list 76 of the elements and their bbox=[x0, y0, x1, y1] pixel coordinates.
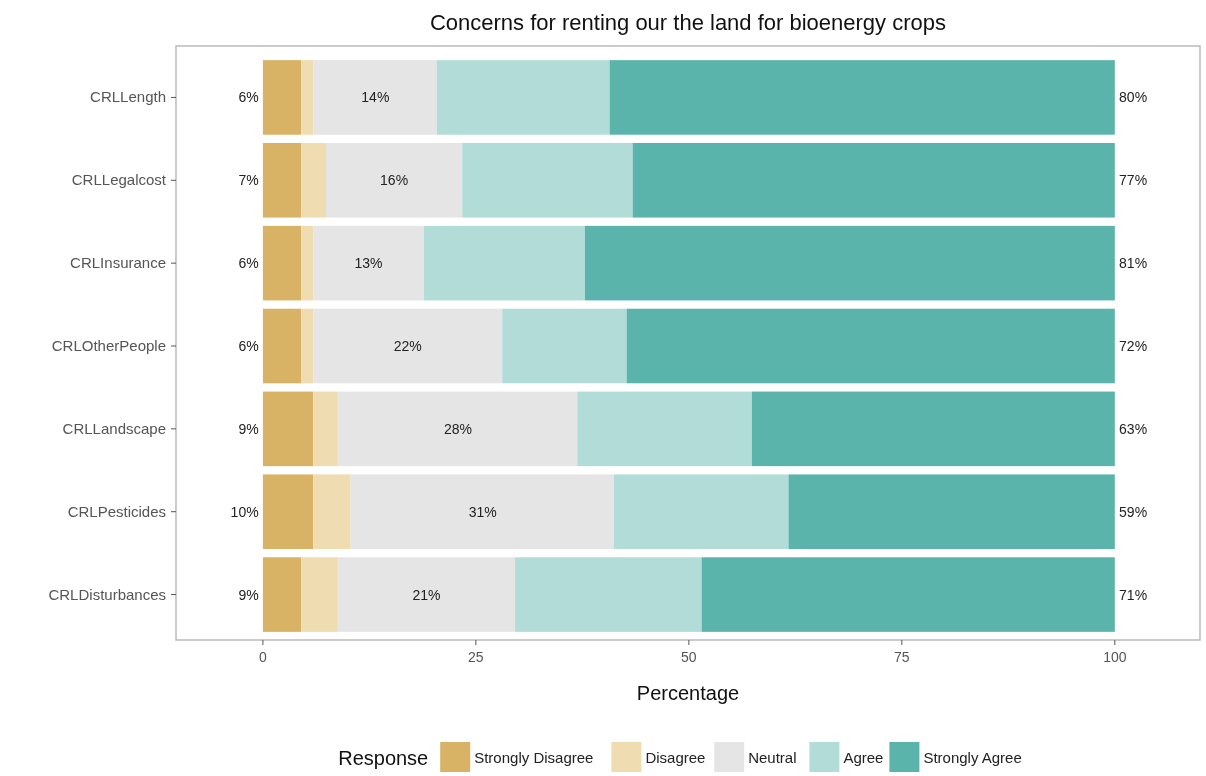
annotation: 9% bbox=[238, 420, 259, 437]
annotation: 14% bbox=[361, 89, 390, 106]
annotation: 71% bbox=[1119, 586, 1148, 603]
annotation: 7% bbox=[238, 172, 259, 189]
bar bbox=[313, 225, 424, 301]
legend-title: Response bbox=[338, 747, 429, 769]
bar bbox=[502, 308, 627, 384]
legend-label: Strongly Disagree bbox=[474, 749, 594, 766]
bar bbox=[301, 308, 314, 384]
bar bbox=[701, 557, 1115, 632]
annotation: 22% bbox=[393, 338, 422, 354]
y-tick-label: CRLOtherPeople bbox=[51, 337, 166, 354]
annotation: 21% bbox=[412, 586, 441, 603]
x-tick-label: 100 bbox=[1103, 649, 1127, 665]
bar bbox=[584, 225, 1115, 301]
x-tick-label: 0 bbox=[259, 649, 267, 665]
bar bbox=[423, 225, 585, 301]
annotation: 28% bbox=[443, 420, 472, 437]
bar bbox=[609, 60, 1115, 135]
bar bbox=[436, 60, 610, 135]
annotation: 59% bbox=[1119, 503, 1148, 520]
annotation: 81% bbox=[1119, 255, 1148, 272]
bar bbox=[262, 308, 302, 384]
annotation: 72% bbox=[1119, 338, 1148, 354]
bar bbox=[632, 143, 1115, 218]
bar bbox=[262, 60, 302, 135]
annotation: 9% bbox=[238, 586, 259, 603]
bar bbox=[301, 557, 338, 632]
bar bbox=[262, 391, 314, 467]
bar bbox=[313, 391, 338, 467]
bar bbox=[262, 474, 314, 549]
annotation: 16% bbox=[380, 172, 409, 189]
bar bbox=[751, 391, 1115, 467]
annotation: 31% bbox=[468, 503, 497, 520]
annotation: 13% bbox=[354, 255, 383, 272]
legend-label: Disagree bbox=[645, 749, 706, 766]
y-tick-label: CRLLength bbox=[90, 88, 166, 106]
bar bbox=[262, 225, 302, 301]
bar bbox=[577, 391, 752, 467]
annotation: 80% bbox=[1119, 89, 1148, 106]
y-tick-label: CRLPesticides bbox=[67, 502, 166, 520]
bar bbox=[337, 557, 516, 632]
legend-label: Strongly Agree bbox=[923, 749, 1022, 766]
bar bbox=[313, 60, 437, 135]
y-tick-label: CRLLandscape bbox=[62, 419, 166, 437]
x-tick-label: 25 bbox=[468, 649, 484, 665]
bar bbox=[325, 143, 463, 218]
bar bbox=[313, 474, 351, 549]
annotation: 6% bbox=[238, 255, 259, 272]
annotation: 63% bbox=[1119, 420, 1148, 437]
legend-label: Neutral bbox=[748, 749, 797, 766]
bar bbox=[313, 308, 503, 384]
bar bbox=[262, 557, 302, 632]
bar bbox=[626, 308, 1115, 384]
bar bbox=[515, 557, 702, 632]
x-tick-label: 50 bbox=[681, 649, 697, 665]
bar bbox=[301, 225, 314, 301]
annotation: 77% bbox=[1119, 172, 1148, 189]
chart-title: Concerns for renting our the land for bioenergy crops bbox=[429, 10, 947, 35]
annotation: 6% bbox=[238, 89, 259, 106]
legend-label: Agree bbox=[843, 749, 884, 766]
bar bbox=[301, 143, 326, 218]
annotation: 6% bbox=[238, 338, 259, 354]
annotation: 10% bbox=[230, 503, 259, 520]
bar bbox=[262, 143, 302, 218]
y-tick-label: CRLDisturbances bbox=[48, 585, 166, 603]
bar bbox=[350, 474, 614, 549]
bar bbox=[337, 391, 578, 467]
y-tick-label: CRLInsurance bbox=[70, 254, 166, 272]
bar bbox=[301, 60, 314, 135]
x-axis-title: Percentage bbox=[636, 682, 740, 704]
y-tick-label: CRLLegalcost bbox=[71, 171, 167, 189]
bar bbox=[613, 474, 789, 549]
bar bbox=[462, 143, 633, 218]
bar bbox=[788, 474, 1115, 549]
x-tick-label: 75 bbox=[894, 649, 910, 665]
